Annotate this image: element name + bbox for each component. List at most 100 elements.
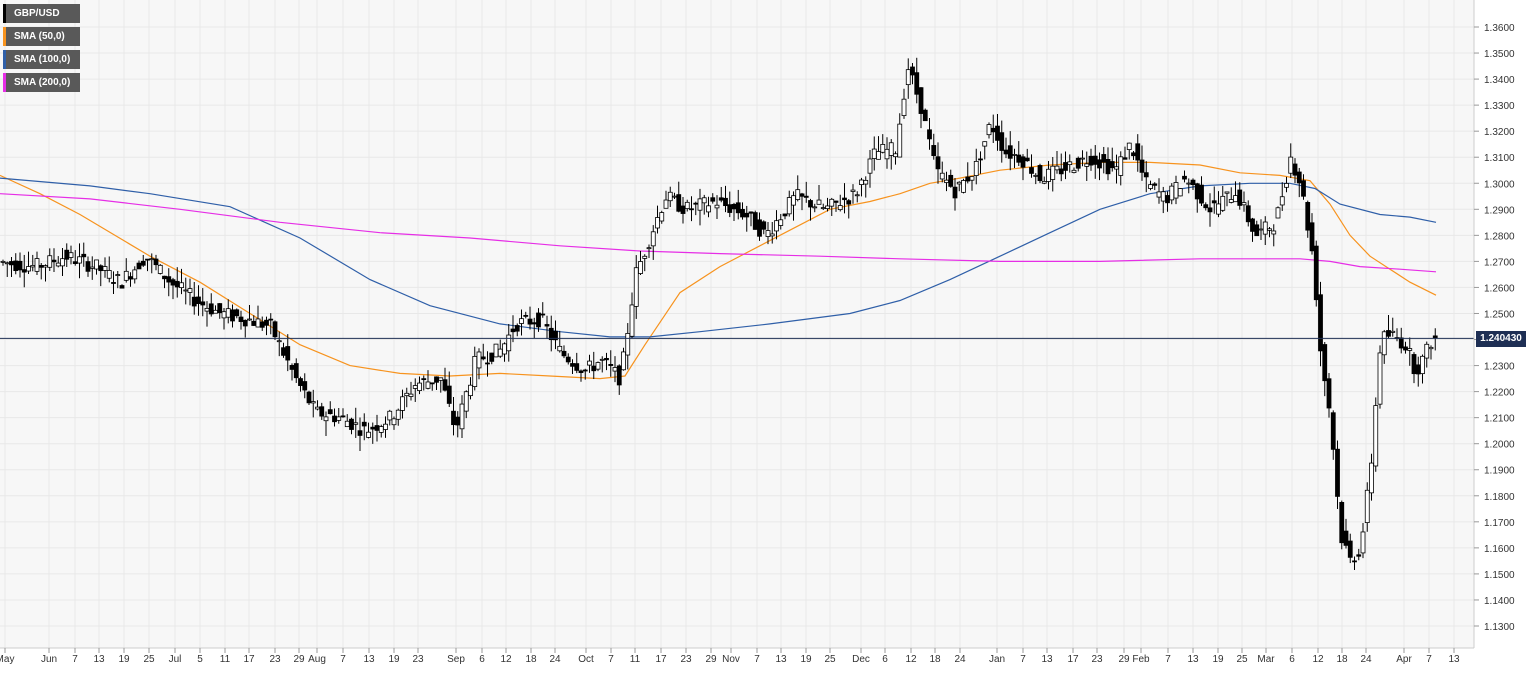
candle-body[interactable]	[1318, 294, 1323, 352]
candle-body[interactable]	[1326, 378, 1332, 409]
candle-body[interactable]	[961, 180, 966, 193]
candle-body[interactable]	[208, 303, 214, 315]
candle-body[interactable]	[944, 179, 949, 183]
candle-body[interactable]	[1046, 168, 1051, 182]
candle-body[interactable]	[293, 363, 299, 379]
candle-body[interactable]	[34, 258, 40, 272]
candle-body[interactable]	[901, 98, 907, 116]
candle-body[interactable]	[880, 144, 886, 153]
candle-body[interactable]	[1194, 183, 1200, 200]
candle-body[interactable]	[1173, 182, 1179, 199]
candle-body[interactable]	[502, 343, 507, 355]
candle-body[interactable]	[1088, 155, 1094, 166]
candle-body[interactable]	[723, 197, 728, 207]
candle-body[interactable]	[1292, 163, 1298, 176]
candle-body[interactable]	[591, 365, 597, 372]
candle-body[interactable]	[81, 253, 87, 258]
candle-body[interactable]	[1122, 157, 1128, 160]
candle-body[interactable]	[642, 255, 648, 259]
candle-body[interactable]	[1428, 346, 1434, 350]
candle-body[interactable]	[1101, 154, 1107, 163]
candle-body[interactable]	[1250, 218, 1255, 232]
candle-body[interactable]	[306, 391, 312, 404]
candle-body[interactable]	[17, 260, 23, 271]
candle-body[interactable]	[1373, 405, 1379, 467]
candle-body[interactable]	[599, 358, 605, 361]
candle-body[interactable]	[285, 346, 291, 361]
candle-body[interactable]	[706, 205, 711, 213]
candle-body[interactable]	[1063, 162, 1068, 171]
candle-body[interactable]	[714, 204, 720, 209]
candle-body[interactable]	[425, 381, 431, 389]
candle-body[interactable]	[1347, 540, 1353, 558]
candle-body[interactable]	[268, 318, 274, 321]
candle-body[interactable]	[820, 207, 826, 209]
candle-body[interactable]	[557, 345, 563, 352]
candle-body[interactable]	[395, 409, 401, 420]
candle-body[interactable]	[89, 266, 95, 269]
candle-body[interactable]	[655, 217, 660, 229]
candle-body[interactable]	[914, 72, 920, 95]
candle-body[interactable]	[378, 426, 384, 433]
candle-body[interactable]	[187, 288, 193, 293]
candle-body[interactable]	[1169, 185, 1175, 201]
candle-body[interactable]	[986, 124, 992, 136]
candle-body[interactable]	[757, 219, 762, 237]
candle-body[interactable]	[272, 321, 278, 338]
candle-body[interactable]	[1084, 163, 1090, 167]
candle-body[interactable]	[157, 264, 163, 274]
candle-body[interactable]	[408, 393, 414, 397]
candle-body[interactable]	[803, 195, 809, 198]
candle-body[interactable]	[952, 186, 958, 199]
candle-body[interactable]	[854, 194, 860, 197]
candle-body[interactable]	[370, 426, 376, 430]
candle-body[interactable]	[251, 320, 257, 326]
candle-body[interactable]	[429, 382, 435, 385]
candle-body[interactable]	[1339, 501, 1345, 544]
candle-body[interactable]	[1148, 184, 1153, 189]
candle-body[interactable]	[969, 176, 975, 181]
candle-body[interactable]	[1156, 191, 1162, 198]
candle-body[interactable]	[1258, 228, 1264, 231]
candle-body[interactable]	[1322, 344, 1328, 382]
candle-body[interactable]	[255, 318, 261, 328]
candle-body[interactable]	[816, 199, 822, 205]
candle-body[interactable]	[1203, 204, 1209, 209]
legend-item-sma50[interactable]: SMA (50,0)	[3, 27, 81, 46]
candle-body[interactable]	[179, 282, 184, 289]
candle-body[interactable]	[238, 316, 244, 322]
candle-body[interactable]	[519, 318, 524, 324]
candle-body[interactable]	[786, 197, 792, 215]
candle-body[interactable]	[570, 363, 575, 367]
candle-body[interactable]	[217, 303, 223, 314]
candle-body[interactable]	[1228, 199, 1234, 203]
candle-body[interactable]	[200, 301, 206, 306]
candle-body[interactable]	[1182, 175, 1187, 180]
candle-body[interactable]	[213, 309, 218, 314]
candle-body[interactable]	[561, 350, 567, 357]
candle-body[interactable]	[922, 109, 928, 122]
candle-body[interactable]	[319, 406, 325, 417]
candle-body[interactable]	[1309, 222, 1315, 252]
candle-body[interactable]	[973, 160, 979, 176]
candle-body[interactable]	[13, 260, 19, 272]
candle-body[interactable]	[387, 410, 393, 421]
candle-body[interactable]	[1288, 156, 1294, 174]
candle-body[interactable]	[825, 205, 830, 209]
candle-body[interactable]	[1275, 207, 1281, 219]
candle-body[interactable]	[935, 156, 941, 170]
candle-body[interactable]	[1080, 157, 1085, 160]
candle-body[interactable]	[540, 313, 546, 316]
candle-body[interactable]	[1186, 182, 1192, 185]
candle-body[interactable]	[842, 197, 847, 201]
candle-body[interactable]	[264, 319, 269, 326]
candle-body[interactable]	[1024, 157, 1030, 162]
candle-body[interactable]	[735, 202, 741, 214]
candle-body[interactable]	[26, 266, 31, 272]
candle-body[interactable]	[531, 322, 537, 325]
candle-body[interactable]	[497, 348, 503, 357]
candle-body[interactable]	[327, 409, 333, 415]
candle-body[interactable]	[1254, 224, 1260, 237]
candle-body[interactable]	[302, 381, 308, 391]
